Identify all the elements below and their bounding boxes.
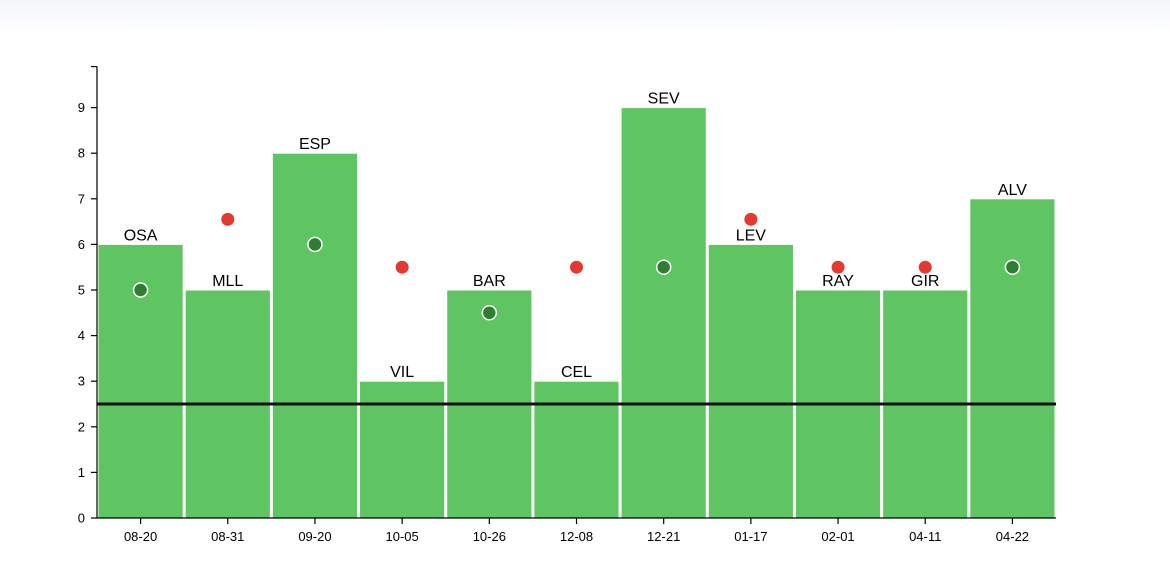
bar-label-LEV: LEV xyxy=(736,227,767,244)
bar-label-SEV: SEV xyxy=(648,91,680,108)
x-tick-label-02-01: 02-01 xyxy=(821,529,854,544)
x-tick-label-10-05: 10-05 xyxy=(386,529,419,544)
bar-label-MLL: MLL xyxy=(212,273,243,290)
bar-09-20 xyxy=(271,152,359,519)
marker-outside-10-05 xyxy=(395,260,409,274)
x-tick-label-04-22: 04-22 xyxy=(996,529,1029,544)
bar-label-OSA: OSA xyxy=(124,227,158,244)
x-tick-label-12-08: 12-08 xyxy=(560,529,593,544)
bar-label-GIR: GIR xyxy=(911,273,939,290)
y-tick-label-1: 1 xyxy=(78,465,85,480)
marker-outside-04-11 xyxy=(918,260,932,274)
x-tick-label-10-26: 10-26 xyxy=(473,529,506,544)
y-tick-label-8: 8 xyxy=(78,146,85,161)
marker-outside-02-01 xyxy=(831,260,845,274)
y-tick-label-7: 7 xyxy=(78,191,85,206)
y-tick-label-2: 2 xyxy=(78,419,85,434)
bar-label-VIL: VIL xyxy=(390,364,414,381)
x-tick-label-12-21: 12-21 xyxy=(647,529,680,544)
x-tick-label-08-20: 08-20 xyxy=(124,529,157,544)
bar-10-05 xyxy=(359,380,446,519)
y-tick-label-0: 0 xyxy=(78,511,85,526)
bar-12-21 xyxy=(620,107,707,519)
marker-inside-10-26 xyxy=(481,305,498,321)
bar-01-17 xyxy=(707,243,794,519)
x-tick-label-01-17: 01-17 xyxy=(734,529,767,544)
marker-outside-01-17 xyxy=(744,212,758,226)
y-tick-label-9: 9 xyxy=(78,100,85,115)
x-tick-label-08-31: 08-31 xyxy=(211,529,244,544)
bar-label-CEL: CEL xyxy=(561,364,592,381)
marker-inside-09-20 xyxy=(307,236,323,253)
marker-inside-12-21 xyxy=(655,259,672,275)
top-shade xyxy=(0,0,1170,40)
bar-label-ESP: ESP xyxy=(299,136,331,153)
bars-group xyxy=(97,107,1056,519)
bar-label-ALV: ALV xyxy=(998,182,1027,199)
y-tick-label-6: 6 xyxy=(78,237,85,252)
bar-12-08 xyxy=(533,380,620,519)
axes-group: 0 1 2 3 4 5 6 7 8 9 08-20 08-31 09-20 10-05 10-26 12-08… xyxy=(78,65,1056,544)
bar-labels-group: OSA MLL ESP VIL BAR CEL SEV LEV RAY GIR ALV xyxy=(124,91,1028,382)
y-tick-label-3: 3 xyxy=(78,374,85,389)
marker-outside-12-08 xyxy=(570,260,583,274)
bar-04-22 xyxy=(969,198,1056,519)
y-tick-label-4: 4 xyxy=(78,328,85,343)
markers-group xyxy=(132,212,1021,321)
marker-inside-04-22 xyxy=(1004,259,1021,275)
x-tick-label-04-11: 04-11 xyxy=(909,529,941,544)
y-tick-label-5: 5 xyxy=(78,283,85,298)
bar-label-BAR: BAR xyxy=(473,273,506,290)
bar-label-RAY: RAY xyxy=(822,273,854,290)
marker-inside-08-20 xyxy=(132,282,149,298)
x-tick-label-09-20: 09-20 xyxy=(298,529,331,544)
marker-outside-08-31 xyxy=(221,212,235,226)
